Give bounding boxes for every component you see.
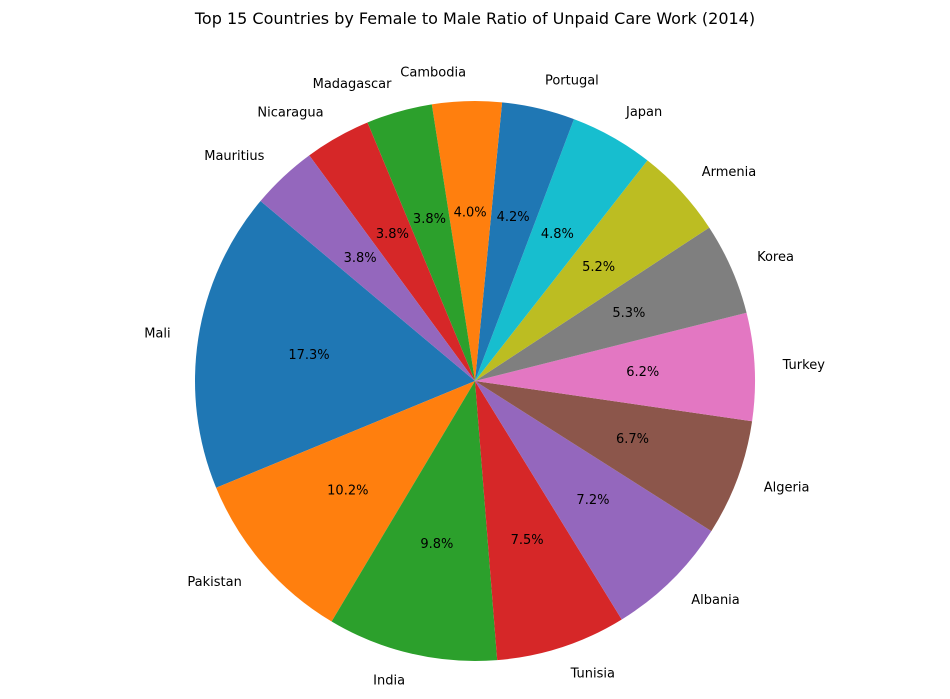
pie-slice-mali <box>195 201 475 488</box>
slice-label-tunisia: Tunisia <box>570 666 615 681</box>
pct-label-mali: 17.3% <box>288 348 329 363</box>
slice-label-madagascar: Madagascar <box>313 77 393 92</box>
pct-label-madagascar: 3.8% <box>413 212 446 227</box>
slice-label-turkey: Turkey <box>782 358 826 373</box>
slice-label-cambodia: Cambodia <box>400 66 466 81</box>
slice-label-albania: Albania <box>691 593 740 608</box>
pie-slice-tunisia <box>475 381 622 661</box>
pie-slice-cambodia <box>431 100 503 381</box>
slice-label-korea: Korea <box>757 250 794 265</box>
pie-slice-albania <box>475 381 712 620</box>
slice-label-armenia: Armenia <box>702 165 757 180</box>
slice-label-algeria: Algeria <box>764 481 810 496</box>
pie-slice-armenia <box>475 160 710 381</box>
pie-slice-turkey <box>475 312 755 422</box>
pie-slice-portugal <box>475 102 574 381</box>
pie-slices <box>195 100 755 661</box>
pct-label-portugal: 4.2% <box>497 210 530 225</box>
chart-title: Top 15 Countries by Female to Male Ratio… <box>194 9 755 28</box>
slice-label-pakistan: Pakistan <box>187 575 241 590</box>
pct-label-cambodia: 4.0% <box>454 206 487 221</box>
pct-label-albania: 7.2% <box>576 493 609 508</box>
slice-label-nicaragua: Nicaragua <box>257 105 323 120</box>
pie-slice-algeria <box>475 381 753 532</box>
pie-slice-japan <box>475 119 648 381</box>
pie-slice-mauritius <box>260 155 475 381</box>
pie-labels: 17.3% Mali 10.2% Pakistan 9.8% India 7.5% Tunis… <box>144 66 825 689</box>
pct-label-korea: 5.3% <box>612 306 645 321</box>
slice-label-mali: Mali <box>144 326 170 341</box>
pct-label-mauritius: 3.8% <box>344 251 377 266</box>
pct-label-algeria: 6.7% <box>616 432 649 447</box>
pct-label-turkey: 6.2% <box>626 365 659 380</box>
slice-label-portugal: Portugal <box>545 74 599 89</box>
pct-label-japan: 4.8% <box>541 227 574 242</box>
pie-slice-madagascar <box>367 104 475 382</box>
slice-label-india: India <box>373 673 405 688</box>
pct-label-tunisia: 7.5% <box>511 533 544 548</box>
pct-label-nicaragua: 3.8% <box>376 227 409 242</box>
pie-slice-india <box>331 381 498 661</box>
pie-slice-nicaragua <box>309 122 475 381</box>
pct-label-armenia: 5.2% <box>582 260 615 275</box>
slice-label-mauritius: Mauritius <box>204 149 264 164</box>
pie-slice-korea <box>475 227 747 381</box>
slice-label-japan: Japan <box>625 105 662 120</box>
pie-slice-pakistan <box>216 381 476 622</box>
pct-label-india: 9.8% <box>420 537 453 552</box>
pct-label-pakistan: 10.2% <box>327 483 368 498</box>
